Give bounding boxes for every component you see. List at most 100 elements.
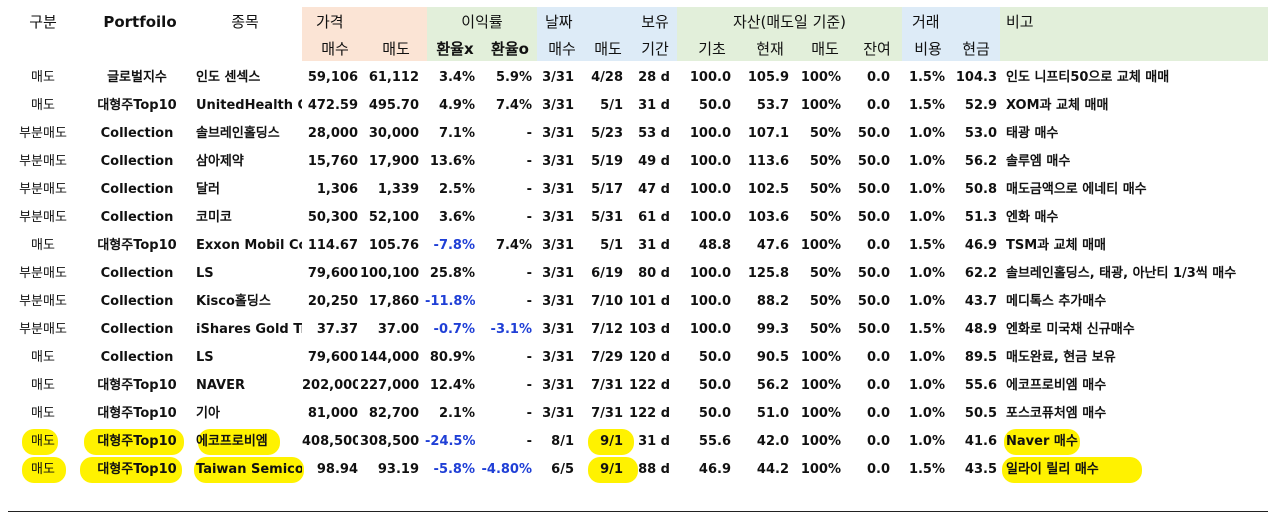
cell-period: 80 d (638, 266, 670, 281)
table-row: 부분매도 Collection 솔브레인홀딩스 28,000 30,000 7.1% -3/… (0, 124, 1273, 152)
cell-jongmok: UnitedHealth Gro (196, 98, 302, 113)
cell-current: 105.9 (747, 70, 789, 85)
cell-ro: -4.80% (481, 462, 533, 477)
cell-current: 51.0 (756, 406, 789, 421)
highlighter-mark (80, 457, 182, 483)
cell-base: 100.0 (689, 294, 731, 309)
cell-buy: 15,760 (307, 154, 358, 169)
table-row: 부분매도 Collection 달러 1,306 1,339 2.5% -3/31 5/17 4… (0, 180, 1273, 208)
cell-note: 매도완료, 현금 보유 (1006, 350, 1116, 365)
cell-period: 28 d (638, 70, 670, 85)
header-asset-group: 자산(매도일 기준) (732, 13, 847, 31)
header-hold-period: 기간 (641, 40, 669, 58)
cell-portfolio: 대형주Top10 (97, 406, 177, 421)
table-row: 매도 대형주Top10 Taiwan Semicon 98.94 93.19 -5.8% -… (0, 457, 1273, 488)
cell-note: 태광 매수 (1006, 126, 1059, 141)
cell-buy: 28,000 (307, 126, 358, 141)
cell-gubun: 매도 (31, 350, 55, 365)
table-row: 매도 대형주Top10 기아 81,000 82,700 2.1% -3/31 7/31 122… (0, 404, 1273, 432)
header-bg-price (302, 7, 427, 61)
cell-cost: 1.0% (908, 182, 945, 197)
cell-dbuy: 3/31 (542, 294, 574, 309)
header-bg-note (1000, 7, 1268, 61)
cell-dbuy: 8/1 (551, 434, 574, 449)
cell-base: 100.0 (689, 210, 731, 225)
cell-portfolio: Collection (100, 182, 174, 197)
header-return-group: 이익률 (461, 13, 503, 31)
cell-buy: 79,600 (307, 350, 358, 365)
cell-jongmok: 삼아제약 (196, 154, 244, 169)
cell-current: 125.8 (747, 266, 789, 281)
header-asset-base: 기초 (698, 40, 726, 58)
cell-period: 122 d (629, 378, 670, 393)
header-trade-cash: 현금 (962, 40, 990, 58)
cell-portfolio: 대형주Top10 (97, 238, 177, 253)
highlighter-mark (84, 429, 184, 455)
highlighter-mark (1004, 429, 1080, 455)
cell-portfolio: Collection (100, 126, 174, 141)
cell-jongmok: 에코프로비엠 (196, 434, 268, 449)
cell-remain: 50.0 (857, 210, 890, 225)
cell-current: 102.5 (747, 182, 789, 197)
cell-jongmok: 코미코 (196, 210, 232, 225)
cell-ro: - (526, 154, 532, 169)
cell-buy: 50,300 (307, 210, 358, 225)
cell-portfolio: Collection (100, 154, 174, 169)
cell-remain: 0.0 (866, 350, 890, 365)
cell-ro: 7.4% (495, 98, 532, 113)
cell-rx: 4.9% (438, 98, 475, 113)
cell-base: 100.0 (689, 126, 731, 141)
cell-current: 113.6 (747, 154, 789, 169)
cell-ro: - (526, 350, 532, 365)
cell-cash: 50.8 (964, 182, 997, 197)
cell-portfolio: Collection (100, 210, 174, 225)
header-asset-remain: 잔여 (863, 40, 891, 58)
cell-rx: -7.8% (433, 238, 475, 253)
cell-dsell: 6/19 (591, 266, 623, 281)
cell-jongmok: 솔브레인홀딩스 (196, 126, 280, 141)
cell-period: 31 d (638, 238, 670, 253)
cell-portfolio: Collection (100, 266, 174, 281)
cell-dsell: 7/10 (591, 294, 623, 309)
cell-period: 31 d (638, 98, 670, 113)
cell-note: XOM과 교체 매매 (1006, 98, 1109, 113)
cell-dsell: 5/17 (591, 182, 623, 197)
cell-current: 47.6 (756, 238, 789, 253)
cell-rx: 2.5% (438, 182, 475, 197)
cell-dsell: 7/31 (591, 378, 623, 393)
cell-jongmok: 인도 센섹스 (196, 70, 261, 85)
header-trade-group: 거래 (912, 13, 940, 31)
cell-dsell: 9/1 (600, 462, 623, 477)
cell-remain: 0.0 (866, 462, 890, 477)
header-jongmok: 종목 (231, 13, 259, 31)
cell-cash: 55.6 (964, 378, 997, 393)
header-portfolio: Portfoilo (103, 13, 177, 31)
cell-base: 50.0 (698, 350, 731, 365)
table-row: 매도 대형주Top10 UnitedHealth Gro 472.59 495.70 4.… (0, 96, 1273, 124)
cell-sell: 227,000 (360, 378, 419, 393)
cell-ro: 7.4% (495, 238, 532, 253)
cell-sell: 30,000 (368, 126, 419, 141)
cell-jongmok: 기아 (196, 406, 220, 421)
cell-portfolio: 대형주Top10 (97, 98, 177, 113)
cell-current: 99.3 (756, 322, 789, 337)
cell-rx: 13.6% (429, 154, 475, 169)
header-bg-info (8, 7, 302, 61)
cell-dbuy: 3/31 (542, 182, 574, 197)
table-row: 부분매도 Collection Kisco홀딩스 20,250 17,860 -11.8%… (0, 292, 1273, 320)
cell-jongmok: NAVER (196, 378, 246, 393)
header-return-fx: 환율x (436, 40, 474, 58)
cell-remain: 50.0 (857, 182, 890, 197)
cell-cost: 1.0% (908, 266, 945, 281)
cell-ro: - (526, 294, 532, 309)
cell-period: 120 d (629, 350, 670, 365)
table-row: 매도 대형주Top10 에코프로비엠 408,500 308,500 -24.5% - 8/1… (0, 429, 1273, 460)
cell-dsell: 7/31 (591, 406, 623, 421)
cell-note: 솔루엠 매수 (1006, 154, 1071, 169)
header-date-buy: 매수 (548, 40, 576, 58)
cell-cost: 1.5% (908, 462, 945, 477)
cell-cash: 104.3 (955, 70, 997, 85)
cell-base: 100.0 (689, 154, 731, 169)
cell-dbuy: 3/31 (542, 210, 574, 225)
